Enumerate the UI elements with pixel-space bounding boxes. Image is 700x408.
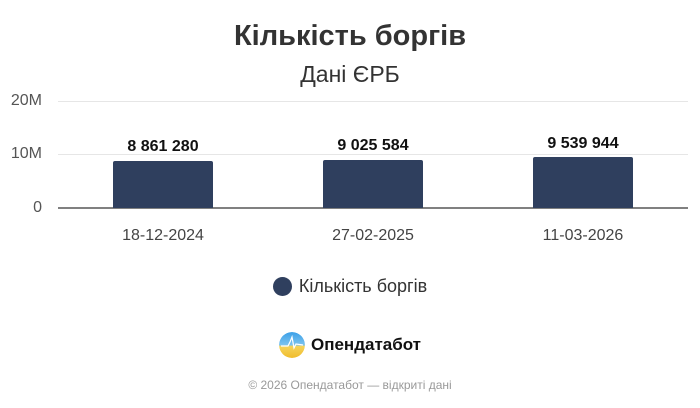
- legend-label: Кількість боргів: [298, 276, 428, 296]
- gridline-20m: [58, 101, 688, 102]
- bar-27-02-2025[interactable]: [323, 160, 423, 208]
- y-tick-10m: 10M: [10, 145, 42, 162]
- y-tick-0: 0: [33, 199, 42, 216]
- brand: Опендатабот: [0, 332, 700, 358]
- data-label: 8 861 280: [127, 138, 199, 155]
- x-tick-label: 27-02-2025: [332, 227, 414, 244]
- plot-area: 20M 10M 0 8 861 280 18-12-2024 9 025 584…: [10, 92, 688, 244]
- gridline-10m: [58, 154, 688, 155]
- footer-copyright: © 2026 Опендатабот — відкриті дані: [248, 378, 452, 392]
- legend[interactable]: Кількість боргів: [0, 276, 700, 297]
- x-tick-label: 11-03-2026: [542, 227, 624, 244]
- chart-subtitle: Дані ЄРБ: [300, 61, 400, 87]
- brand-name: Опендатабот: [310, 335, 422, 354]
- bar-18-12-2024[interactable]: [113, 161, 213, 208]
- data-label: 9 539 944: [547, 135, 619, 152]
- opendatabot-logo-icon: [278, 332, 305, 358]
- x-axis-line: [58, 207, 688, 209]
- legend-marker-icon: [272, 277, 292, 296]
- bar-11-03-2026[interactable]: [533, 157, 633, 208]
- x-tick-label: 18-12-2024: [122, 227, 204, 244]
- chart-title: Кількість боргів: [233, 20, 467, 52]
- y-tick-20m: 20M: [10, 92, 42, 109]
- data-label: 9 025 584: [337, 137, 409, 154]
